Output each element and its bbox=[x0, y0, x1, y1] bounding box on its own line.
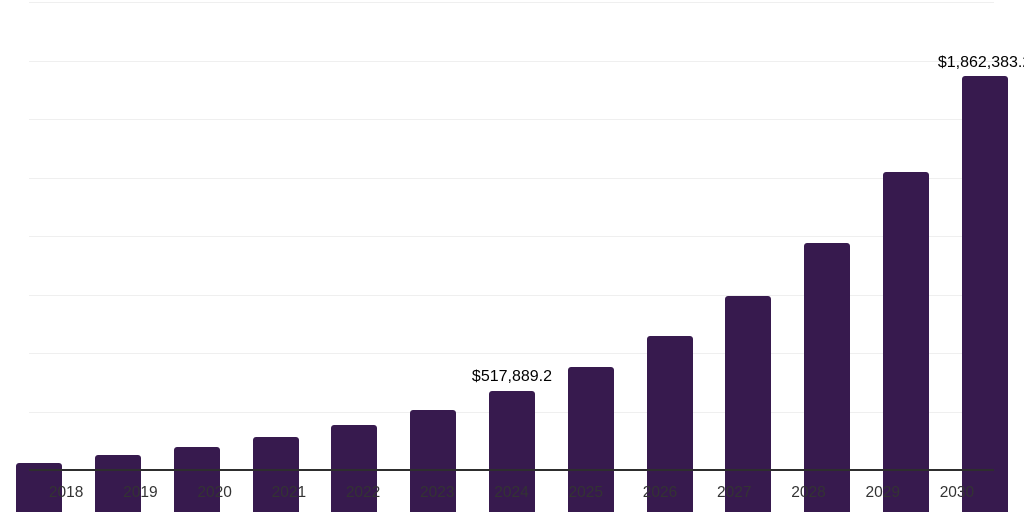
bar-2024[interactable] bbox=[488, 390, 535, 512]
bar-column-2018 bbox=[0, 0, 79, 512]
x-tick-2019: 2019 bbox=[123, 484, 158, 501]
bar-column-2025 bbox=[551, 0, 630, 512]
bar-column-2023 bbox=[394, 0, 473, 512]
x-tick-2018: 2018 bbox=[48, 484, 84, 501]
data-label-2024: $517,889.2 bbox=[471, 368, 553, 386]
bar-2027[interactable] bbox=[725, 296, 772, 512]
bar-2028[interactable] bbox=[804, 242, 851, 512]
gridline bbox=[29, 177, 994, 179]
gridline bbox=[29, 119, 994, 120]
x-tick-2022: 2022 bbox=[345, 484, 381, 501]
bar-2018[interactable] bbox=[16, 463, 63, 512]
x-tick-2021: 2021 bbox=[271, 484, 307, 501]
bar-column-2024: $517,889.2 bbox=[471, 0, 553, 512]
gridline bbox=[29, 60, 994, 62]
bar-2023[interactable] bbox=[410, 410, 457, 512]
gridline bbox=[29, 236, 994, 237]
bar-2021[interactable] bbox=[252, 437, 299, 512]
x-tick-2027: 2027 bbox=[716, 484, 752, 501]
x-axis-labels: 2018 2019 2020 2021 2022 2023 2024 2025 2026 2027… bbox=[29, 471, 994, 512]
x-tick-2020: 2020 bbox=[197, 484, 232, 501]
bar-column-2019 bbox=[79, 0, 158, 512]
bar-2022[interactable] bbox=[331, 424, 378, 512]
x-tick-2023: 2023 bbox=[420, 484, 455, 501]
x-tick-2024: 2024 bbox=[494, 484, 529, 501]
bar-2020[interactable] bbox=[173, 447, 220, 512]
bar-column-2021 bbox=[236, 0, 315, 512]
bar-2026[interactable] bbox=[646, 336, 693, 512]
data-label-2030: $1,862,383.2 bbox=[937, 53, 1024, 71]
bar-column-2020 bbox=[158, 0, 237, 512]
gridline bbox=[29, 2, 994, 3]
x-tick-2025: 2025 bbox=[568, 484, 603, 501]
x-tick-2026: 2026 bbox=[642, 484, 678, 501]
bar-column-2028 bbox=[788, 0, 867, 512]
bar-column-2029 bbox=[866, 0, 945, 512]
gridline bbox=[29, 353, 994, 354]
bar-2025[interactable] bbox=[567, 367, 614, 512]
bar-column-2026 bbox=[630, 0, 709, 512]
x-tick-2028: 2028 bbox=[791, 484, 826, 501]
bar-2029[interactable] bbox=[882, 172, 929, 512]
bar-column-2022 bbox=[315, 0, 394, 512]
bar-2019[interactable] bbox=[95, 455, 142, 512]
bar-column-2030: $1,862,383.2 bbox=[938, 0, 1024, 512]
bar-2030[interactable] bbox=[961, 76, 1008, 512]
gridline bbox=[29, 294, 994, 296]
bar-column-2027 bbox=[709, 0, 788, 512]
x-axis-line bbox=[29, 469, 994, 471]
x-tick-2030: 2030 bbox=[939, 484, 975, 501]
x-tick-2029: 2029 bbox=[865, 484, 900, 501]
